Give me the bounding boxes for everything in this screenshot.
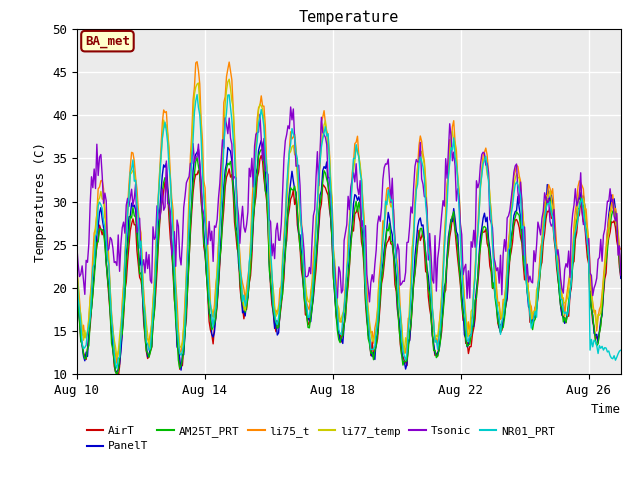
Text: BA_met: BA_met [85,35,130,48]
AM25T_PRT [237,294,245,300]
AM25T_PRT [256,149,264,155]
PanelT [458,292,465,298]
NR01_PRT [193,92,201,97]
PanelT [565,303,573,309]
li77_temp [257,103,265,108]
PanelT [617,276,625,281]
Tsonic [378,204,385,210]
PanelT [378,270,385,276]
li75_t [113,360,121,366]
AM25T_PRT [458,301,465,307]
NR01_PRT [458,263,465,268]
Tsonic [617,272,625,278]
NR01_PRT [113,365,121,371]
Line: li75_t: li75_t [77,62,621,363]
X-axis label: Time: Time [591,403,621,416]
Line: Tsonic: Tsonic [77,107,621,302]
Tsonic [474,185,482,191]
Line: PanelT: PanelT [77,141,621,372]
li75_t [565,278,573,284]
Tsonic [255,129,262,135]
AirT [617,275,625,280]
Y-axis label: Temperatures (C): Temperatures (C) [33,142,47,262]
AM25T_PRT [378,276,385,282]
Line: NR01_PRT: NR01_PRT [77,95,621,368]
PanelT [113,369,121,374]
li77_temp [239,295,246,300]
NR01_PRT [565,305,573,311]
li75_t [193,59,201,65]
NR01_PRT [73,263,81,269]
PanelT [73,274,81,279]
li77_temp [225,76,233,82]
li77_temp [378,256,385,262]
AM25T_PRT [113,372,121,378]
Legend: AirT, PanelT, AM25T_PRT, li75_t, li77_temp, Tsonic, NR01_PRT: AirT, PanelT, AM25T_PRT, li75_t, li77_te… [83,421,559,456]
AirT [256,156,264,162]
li75_t [257,93,265,99]
li77_temp [474,233,482,239]
PanelT [256,142,264,148]
Tsonic [365,299,373,305]
li77_temp [113,355,121,360]
li75_t [474,226,482,231]
Tsonic [73,243,81,249]
AM25T_PRT [257,147,265,153]
NR01_PRT [239,299,246,304]
li77_temp [73,265,81,271]
Tsonic [287,104,294,110]
AirT [458,301,465,307]
PanelT [237,290,245,296]
AM25T_PRT [73,284,81,289]
AirT [115,375,122,381]
AirT [565,313,573,319]
Line: AirT: AirT [77,156,621,378]
NR01_PRT [257,107,265,112]
AirT [257,153,265,158]
AirT [474,281,482,287]
NR01_PRT [378,259,385,264]
PanelT [257,138,265,144]
NR01_PRT [617,348,625,353]
AM25T_PRT [474,274,482,279]
li75_t [73,265,81,271]
PanelT [474,275,482,280]
li75_t [458,249,465,255]
li75_t [239,280,246,286]
li77_temp [458,268,465,274]
li75_t [378,248,385,254]
Line: li77_temp: li77_temp [77,79,621,358]
Tsonic [236,240,244,246]
AM25T_PRT [565,299,573,305]
AirT [237,297,245,303]
li75_t [617,246,625,252]
AirT [73,297,81,303]
Line: AM25T_PRT: AM25T_PRT [77,150,621,375]
NR01_PRT [474,230,482,236]
AirT [378,281,385,287]
AM25T_PRT [617,272,625,277]
li77_temp [617,264,625,270]
Tsonic [565,248,573,254]
li77_temp [565,288,573,293]
Title: Temperature: Temperature [299,10,399,25]
Tsonic [458,232,465,238]
